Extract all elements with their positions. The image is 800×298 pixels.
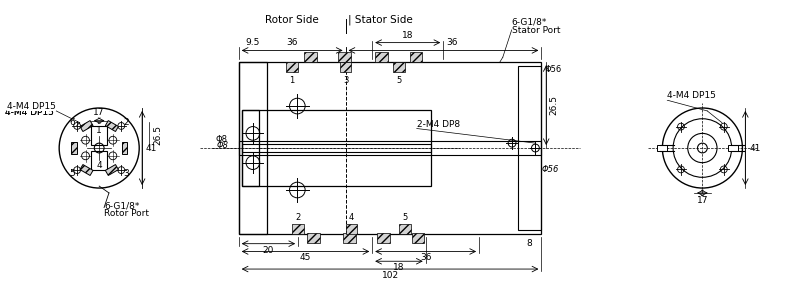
Bar	[286, 62, 298, 72]
Bar	[375, 52, 388, 62]
Text: 6-G1/8*: 6-G1/8*	[512, 18, 547, 27]
Bar	[338, 52, 351, 62]
Bar	[307, 233, 320, 243]
Text: 17: 17	[94, 108, 105, 117]
Bar	[238, 62, 267, 234]
Text: 36: 36	[420, 253, 431, 263]
Text: 41: 41	[146, 144, 158, 153]
Bar	[346, 224, 358, 234]
FancyBboxPatch shape	[122, 142, 127, 154]
FancyBboxPatch shape	[71, 142, 77, 154]
Text: 8: 8	[526, 239, 532, 248]
Text: Φ56: Φ56	[542, 165, 558, 174]
Bar	[728, 145, 738, 151]
Text: 4: 4	[96, 161, 102, 170]
Bar	[91, 125, 107, 145]
Text: Φ8: Φ8	[217, 141, 229, 150]
Text: Rotor Side: Rotor Side	[266, 15, 319, 25]
Text: Φ8: Φ8	[215, 135, 227, 144]
Text: 1: 1	[96, 126, 102, 135]
Text: 6: 6	[69, 118, 74, 127]
FancyBboxPatch shape	[106, 164, 118, 176]
Bar	[238, 62, 542, 234]
Bar	[242, 110, 431, 186]
Bar	[292, 224, 304, 234]
Text: 4-M4 DP15: 4-M4 DP15	[6, 108, 54, 117]
Text: 36: 36	[286, 38, 298, 46]
Text: 41: 41	[750, 144, 761, 153]
Text: 4-M4 DP15: 4-M4 DP15	[6, 108, 54, 117]
Text: 102: 102	[382, 271, 398, 280]
Bar	[238, 141, 542, 155]
Bar	[343, 233, 356, 243]
FancyBboxPatch shape	[80, 121, 93, 131]
Bar	[214, 31, 575, 255]
Text: 3: 3	[124, 169, 130, 178]
Text: 5: 5	[69, 169, 74, 178]
Text: 18: 18	[402, 31, 414, 40]
Bar	[399, 224, 410, 234]
Text: 6-G1/8*: 6-G1/8*	[104, 201, 139, 210]
Bar	[411, 233, 424, 243]
Bar	[340, 62, 351, 72]
Text: 26.5: 26.5	[154, 125, 163, 145]
Text: Φ56: Φ56	[544, 66, 562, 74]
Text: 2-M4 DP8: 2-M4 DP8	[417, 119, 460, 128]
Bar	[410, 52, 422, 62]
Text: 26.5: 26.5	[549, 95, 558, 115]
Text: 5: 5	[396, 76, 402, 85]
Text: 4: 4	[349, 213, 354, 222]
Bar	[242, 144, 431, 152]
Text: Rotor Port: Rotor Port	[104, 209, 149, 218]
FancyBboxPatch shape	[106, 121, 118, 131]
Text: 9.5: 9.5	[246, 38, 260, 46]
Text: Stator Port: Stator Port	[512, 26, 560, 35]
Text: | Stator Side: | Stator Side	[347, 15, 412, 25]
Text: 20: 20	[262, 246, 274, 254]
Bar	[393, 62, 405, 72]
FancyBboxPatch shape	[80, 164, 93, 176]
Text: 18: 18	[394, 263, 405, 272]
Text: 4-M4 DP15: 4-M4 DP15	[7, 102, 56, 111]
Bar	[518, 66, 542, 230]
Bar	[378, 233, 390, 243]
Text: 4-M4 DP15: 4-M4 DP15	[7, 102, 56, 111]
Text: 1: 1	[290, 76, 294, 85]
Bar	[242, 110, 259, 186]
Text: 45: 45	[300, 253, 311, 263]
Text: 5: 5	[402, 213, 407, 222]
Text: 17: 17	[697, 196, 708, 205]
Text: 4-M4 DP15: 4-M4 DP15	[667, 91, 716, 100]
Bar	[304, 52, 317, 62]
Bar	[658, 145, 667, 151]
Text: 4-M4 DP15: 4-M4 DP15	[667, 91, 716, 100]
Text: 2: 2	[295, 213, 301, 222]
Bar	[91, 151, 107, 170]
Text: 36: 36	[446, 38, 458, 46]
Text: 2: 2	[124, 118, 130, 127]
Text: 3: 3	[343, 76, 348, 85]
